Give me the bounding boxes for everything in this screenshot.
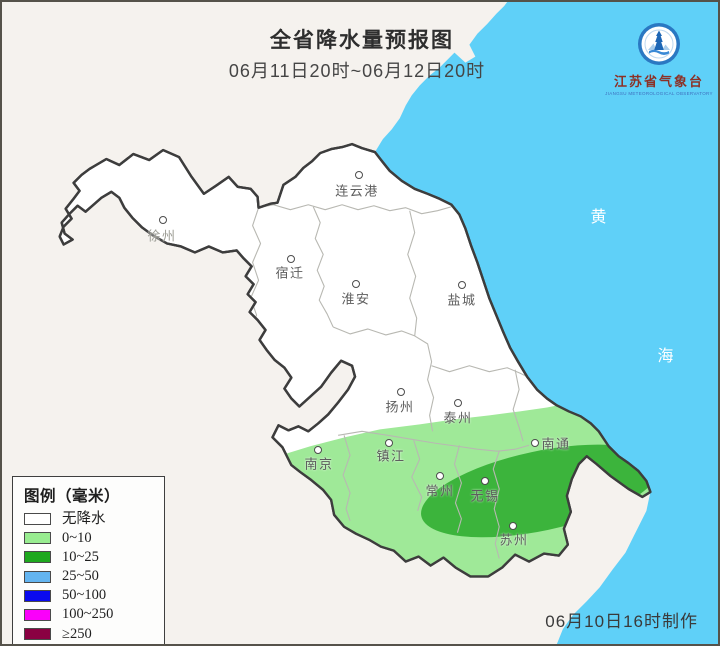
legend-label: ≥250 (62, 625, 92, 642)
district-line (512, 369, 524, 442)
legend-box: 图例（毫米） 无降水 0~10 10~25 25~50 50~100 100~250 ≥25… (12, 476, 165, 644)
district-line (338, 430, 530, 452)
legend-title: 图例（毫米） (24, 488, 121, 505)
legend-row: 50~100 (24, 588, 155, 603)
legend-swatch (24, 570, 51, 583)
district-line (414, 335, 435, 432)
legend-label: 无降水 (62, 511, 106, 527)
legend-row: 0~10 (24, 531, 155, 546)
legend-label: 25~50 (62, 568, 99, 585)
province-border-stroke (58, 142, 652, 578)
agency-logo: 江苏省气象台 JIANGSU METEOROLOGICAL OBSERVATOR… (604, 20, 714, 96)
legend-label: 0~10 (62, 530, 92, 547)
district-line (453, 445, 462, 533)
legend-swatch (24, 551, 51, 564)
meteorological-emblem-icon (638, 23, 680, 65)
district-line (411, 440, 423, 511)
legend-swatch (24, 627, 51, 640)
legend-swatch (24, 608, 51, 621)
district-line (258, 204, 452, 215)
legend-rows: 无降水 0~10 10~25 25~50 50~100 100~250 ≥250 (24, 512, 155, 641)
district-line (407, 210, 418, 336)
page-title: 全省降水量预报图 (270, 29, 454, 52)
legend-row: 10~25 (24, 550, 155, 565)
legend-swatch (24, 589, 51, 602)
district-line (342, 435, 351, 521)
legend-label: 10~25 (62, 549, 99, 566)
agency-name-en: JIANGSU METEOROLOGICAL OBSERVATORY (605, 91, 713, 96)
district-line (332, 326, 415, 337)
legend-row: ≥250 (24, 627, 155, 642)
district-line (312, 206, 334, 328)
legend-swatch (24, 513, 51, 526)
legend-row: 25~50 (24, 569, 155, 584)
agency-name: 江苏省气象台 (613, 74, 704, 89)
production-timestamp: 06月10日16时制作 (545, 612, 698, 631)
legend-label: 50~100 (62, 587, 107, 604)
legend-row: 无降水 (24, 512, 155, 527)
yellow-sea-area (374, 2, 718, 644)
legend-row: 100~250 (24, 607, 155, 622)
legend-label: 100~250 (62, 606, 114, 623)
district-line (492, 451, 500, 559)
legend-swatch (24, 532, 51, 545)
forecast-period: 06月11日20时~06月12日20时 (228, 61, 486, 81)
